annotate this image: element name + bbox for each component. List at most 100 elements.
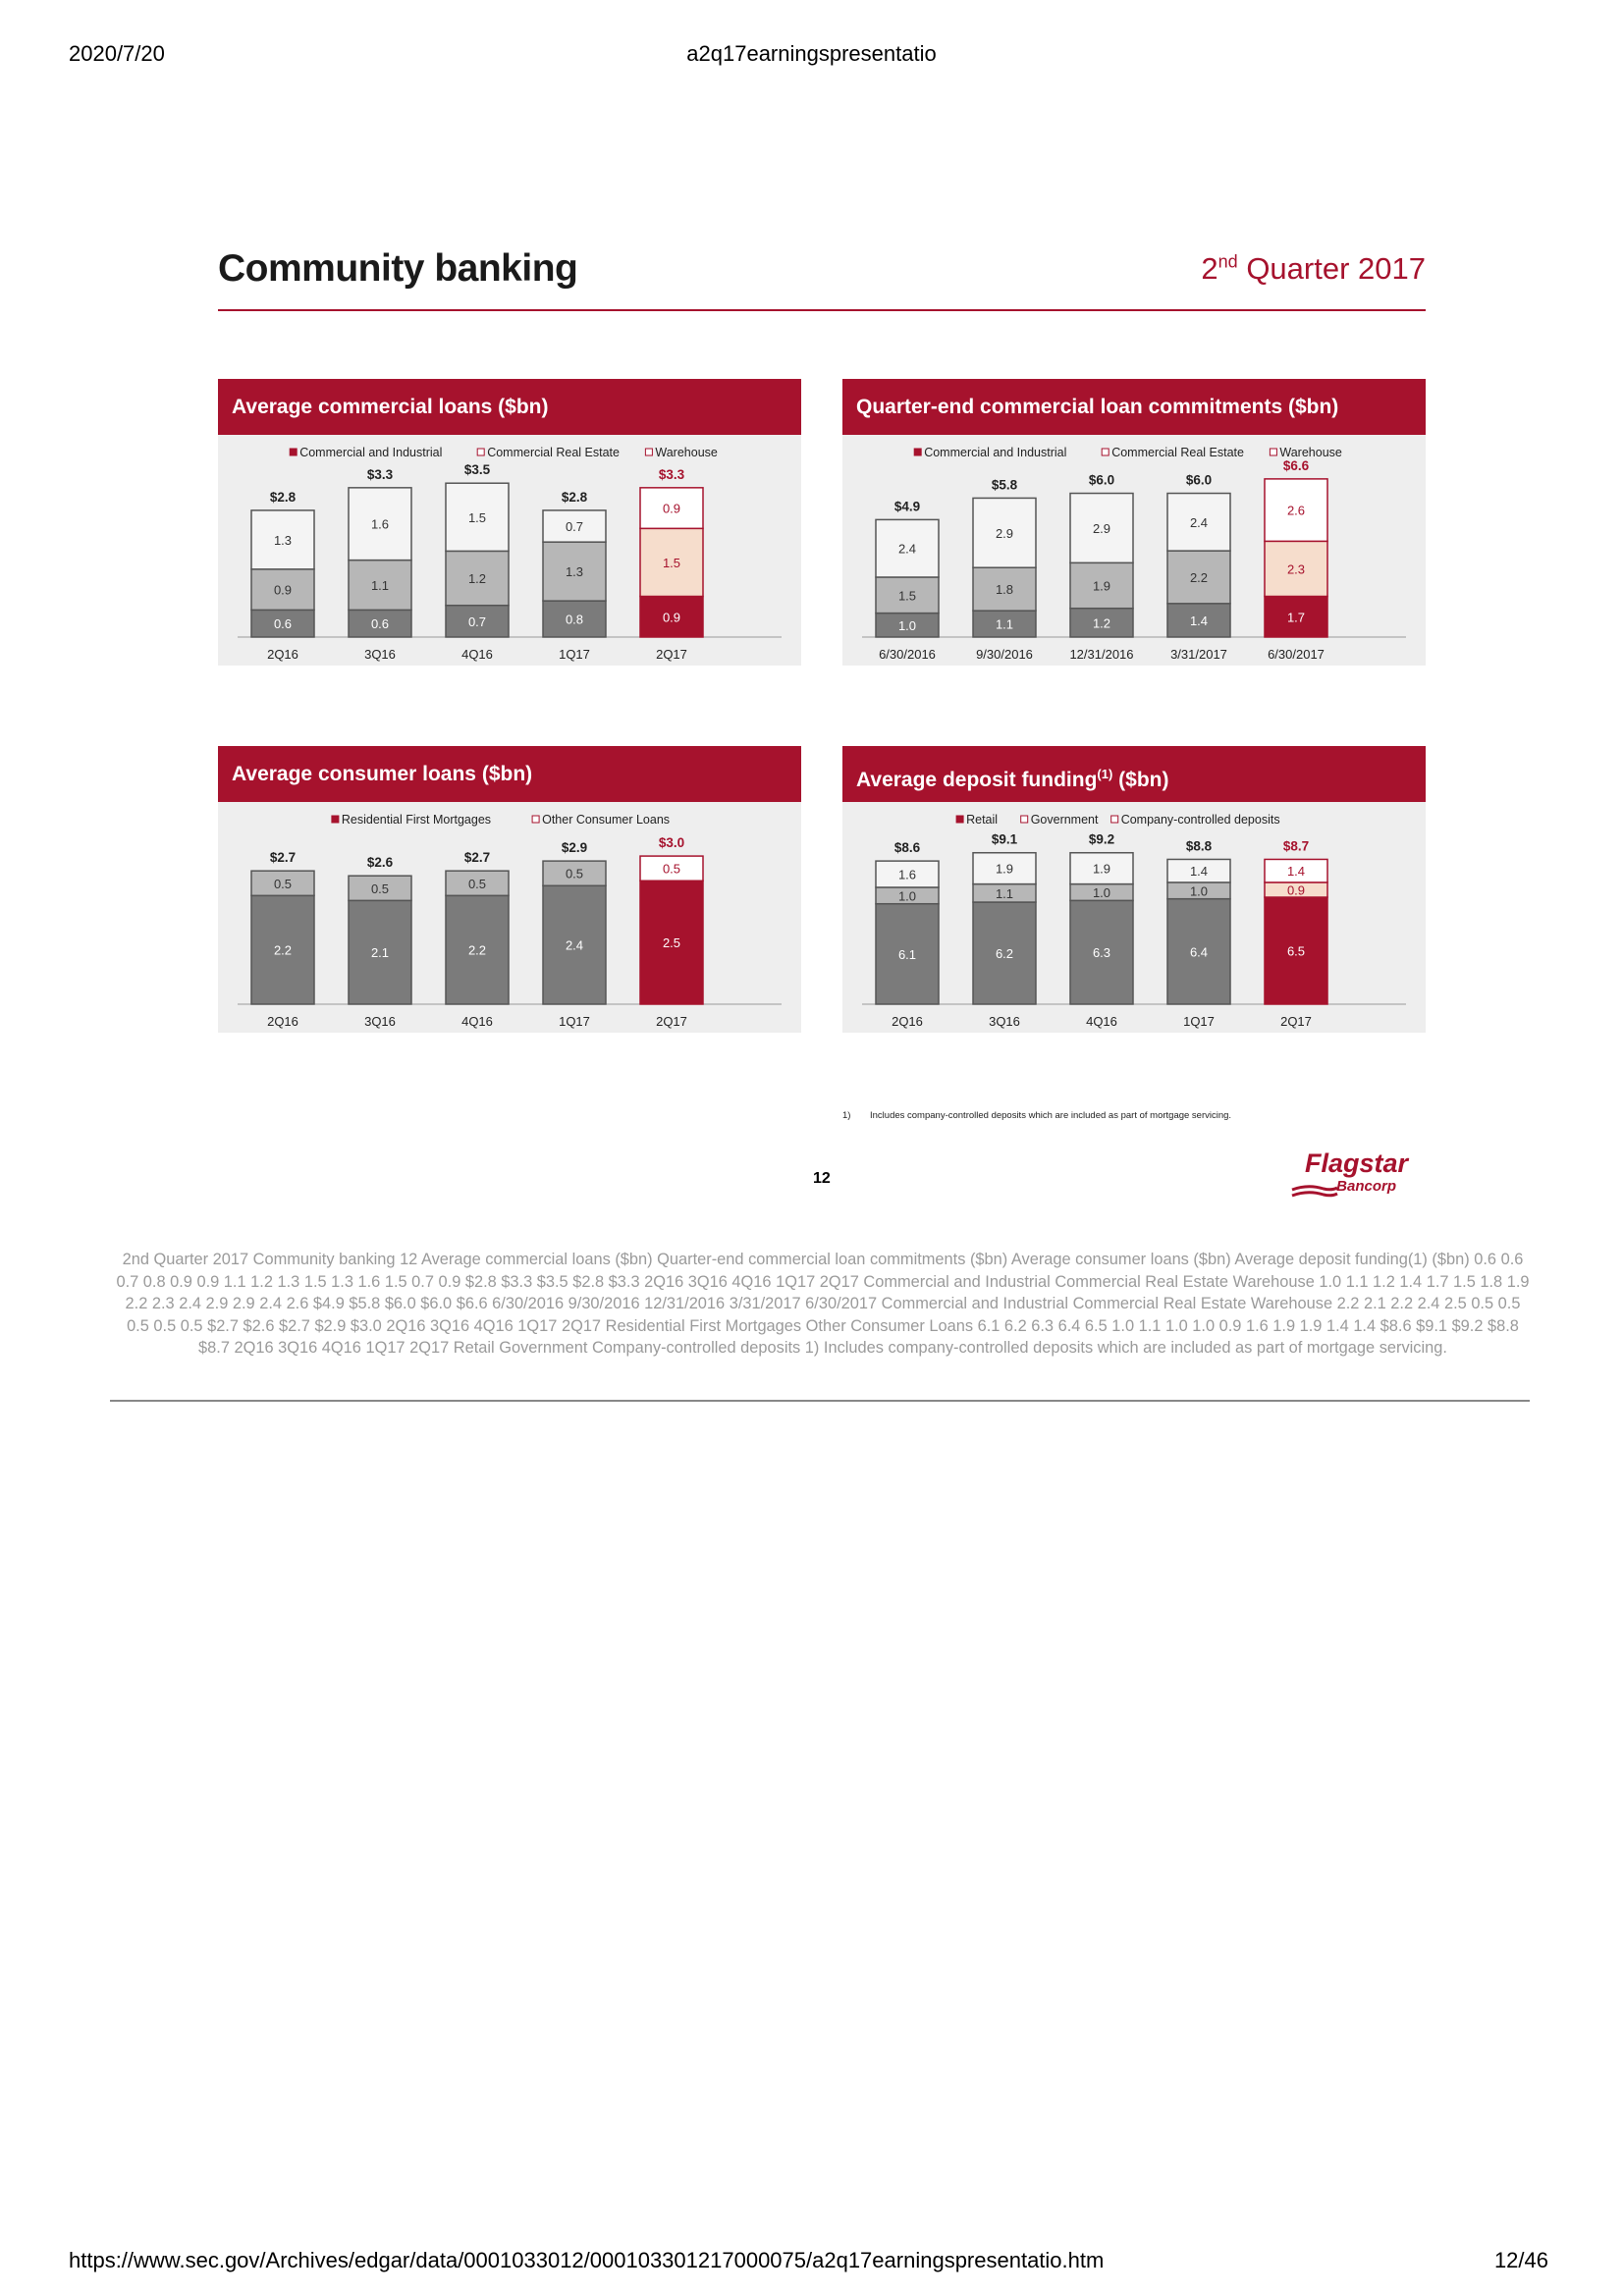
x-tick-label: 2Q16 [267,647,298,662]
bar-value-label: 1.2 [468,571,486,586]
bar-segment [1166,603,1231,638]
bar-total-label: $6.6 [1283,458,1310,473]
bar-segment [1264,540,1328,598]
bar-segment [542,860,607,887]
legend-swatch [1020,815,1029,824]
legend-item: Commercial and Industrial [913,446,1066,459]
chart-legend: Commercial and Industrial Commercial Real… [913,446,1342,459]
panel-title-unit: ($bn) [1112,769,1169,791]
x-tick-label: 2Q17 [656,647,687,662]
bar-stack: 6.2 1.1 1.9 $9.1 [972,832,1037,1005]
panel-title: Average commercial loans ($bn) [218,379,801,435]
bar-value-label: 1.1 [371,578,389,593]
bar-value-label: 2.2 [1190,570,1208,585]
bar-value-label: 0.5 [663,862,680,877]
bar-total-label: $3.0 [659,835,684,850]
panel-title: Average consumer loans ($bn) [218,746,801,802]
bar-segment [1166,550,1231,605]
bar-segment [542,509,607,543]
bar-segment [1069,899,1134,1005]
bar-total-label: $2.7 [270,850,296,865]
legend-label: Residential First Mortgages [342,813,491,827]
bar-stack: 1.0 1.5 2.4 $4.9 [875,499,940,638]
bar-segment [542,541,607,602]
legend-swatch [331,815,340,824]
bar-segment [348,609,412,638]
bar-value-label: 1.6 [371,517,389,532]
loan-commitments-chart: Commercial and Industrial Commercial Real… [862,446,1406,662]
bar-segment [1264,896,1328,1005]
bar-stack: 2.2 0.5 $2.7 [250,850,315,1005]
bar-value-label: 1.1 [996,617,1013,632]
legend-item: Commercial Real Estate [1101,446,1244,459]
legend-label: Commercial and Industrial [924,446,1066,459]
bar-segment [250,894,315,1005]
legend-label: Commercial Real Estate [1111,446,1244,459]
bar-stack: 2.1 0.5 $2.6 [348,855,412,1005]
bar-total-label: $9.1 [992,832,1018,847]
bar-value-label: 2.9 [1093,521,1110,536]
bar-segment [445,550,510,607]
legend-swatch [1101,448,1109,456]
x-tick-label: 6/30/2017 [1268,647,1325,662]
consumer-loans-chart: Residential First Mortgages Other Consume… [238,813,782,1029]
legend-swatch [531,815,540,824]
bar-total-label: $3.5 [464,462,491,477]
x-tick-label: 2Q16 [892,1014,923,1029]
bar-value-label: 1.4 [1287,864,1305,879]
legend-item: Government [1020,813,1099,827]
bar-value-label: 0.9 [663,502,680,516]
chart-legend: Retail Government Company-controlled depos… [955,813,1280,827]
bar-total-label: $9.2 [1089,832,1114,847]
bar-stack: 0.7 1.2 1.5 $3.5 [445,462,510,638]
x-tick-label: 9/30/2016 [976,647,1033,662]
bar-segment [1264,478,1328,543]
bar-segment [250,609,315,638]
bar-segment [875,518,940,578]
bar-value-label: 1.0 [1093,885,1110,900]
bar-value-label: 1.0 [898,888,916,903]
bar-segment [972,566,1037,612]
bar-stack: 1.7 2.3 2.6 $6.6 [1264,458,1328,638]
legend-label: Company-controlled deposits [1121,813,1280,827]
bar-stack: 1.2 1.9 2.9 $6.0 [1069,473,1134,638]
legend-item: Commercial and Industrial [289,446,442,459]
bar-segment [1069,561,1134,610]
x-tick-label: 1Q17 [559,647,590,662]
bar-value-label: 2.4 [566,938,583,953]
x-tick-label: 2Q17 [1280,1014,1312,1029]
bar-value-label: 1.1 [996,886,1013,901]
x-tick-label: 6/30/2016 [879,647,936,662]
bar-value-label: 0.5 [274,877,292,891]
footnote-text: Includes company-controlled deposits whi… [870,1110,1232,1121]
bar-value-label: 6.3 [1093,945,1110,960]
legend-item: Residential First Mortgages [331,813,491,827]
legend-swatch [644,448,653,456]
bar-total-label: $2.8 [562,490,588,505]
bar-segment [445,604,510,638]
logo-subtext: Bancorp [1336,1178,1396,1195]
bar-segment [1069,851,1134,885]
legend-swatch [289,448,298,456]
bar-stack: 0.6 0.9 1.3 $2.8 [250,490,315,638]
bar-stack: 2.2 0.5 $2.7 [445,850,510,1005]
footnote: 1) Includes company-controlled deposits w… [842,1110,1231,1121]
bar-segment [348,899,412,1005]
bar-total-label: $5.8 [992,477,1018,492]
bar-value-label: 0.9 [663,610,680,624]
legend-item: Retail [955,813,998,827]
bar-value-label: 0.9 [1287,882,1305,897]
commercial-loans-panel: Average commercial loans ($bn) Commercia… [218,379,801,666]
bar-segment [1166,897,1231,1005]
legend-label: Commercial Real Estate [487,446,620,459]
print-page-number: 12/46 [1493,2248,1548,2272]
print-date: 2020/7/20 [69,41,165,66]
bar-total-label: $6.0 [1089,473,1114,488]
bar-value-label: 1.3 [274,533,292,548]
bar-value-label: 2.2 [274,943,292,958]
legend-swatch [913,448,922,456]
legend-label: Warehouse [655,446,718,459]
bar-stack: 0.9 1.5 0.9 $3.3 [639,467,704,638]
panel-title-text: Average deposit funding [856,769,1098,791]
bar-value-label: 0.5 [566,867,583,881]
